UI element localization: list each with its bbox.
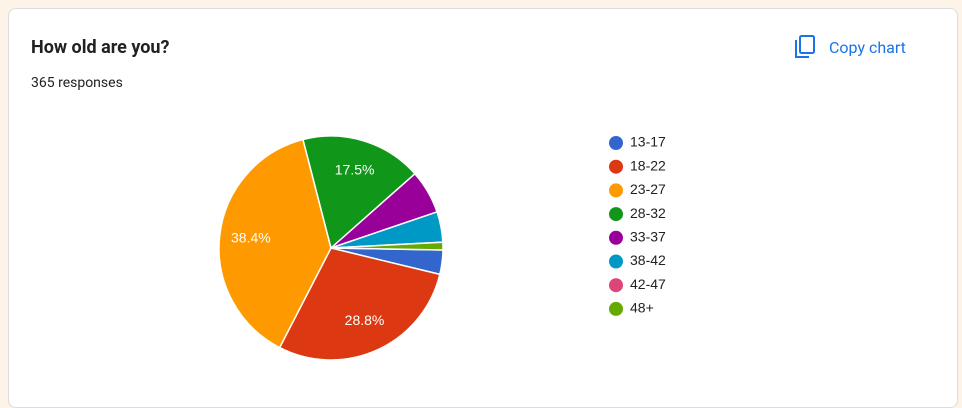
pie-slice bbox=[278, 247, 441, 361]
copy-chart-label: Copy chart bbox=[829, 37, 906, 57]
legend-swatch bbox=[609, 136, 623, 150]
pie-slice bbox=[218, 138, 332, 349]
legend-label: 33-37 bbox=[630, 229, 666, 245]
legend-swatch bbox=[609, 301, 623, 316]
legend-label: 28-32 bbox=[630, 205, 666, 221]
legend-swatch bbox=[609, 207, 623, 222]
pie-slice bbox=[330, 241, 444, 251]
pie-slice bbox=[302, 135, 416, 250]
legend-swatch bbox=[609, 254, 623, 269]
legend-swatch bbox=[609, 159, 623, 174]
copy-chart-button[interactable]: Copy chart bbox=[793, 33, 906, 61]
question-title: How old are you? bbox=[31, 37, 170, 58]
legend-label: 38-42 bbox=[630, 252, 666, 268]
legend-label: 48+ bbox=[630, 300, 654, 316]
legend-swatch bbox=[609, 230, 623, 245]
legend-swatch bbox=[609, 183, 623, 198]
legend-swatch bbox=[609, 278, 623, 293]
legend-label: 18-22 bbox=[630, 157, 666, 173]
card: How old are you? 365 responses Copy char… bbox=[8, 8, 958, 408]
slice-label: 38.4% bbox=[231, 230, 271, 246]
legend-label: 13-17 bbox=[630, 134, 666, 150]
legend-label: 42-47 bbox=[630, 276, 666, 292]
copy-icon bbox=[795, 35, 815, 58]
slice-label: 17.5% bbox=[335, 162, 375, 178]
legend-label: 23-27 bbox=[630, 181, 666, 197]
slice-label: 28.8% bbox=[345, 312, 385, 328]
response-count: 365 responses bbox=[31, 75, 123, 91]
